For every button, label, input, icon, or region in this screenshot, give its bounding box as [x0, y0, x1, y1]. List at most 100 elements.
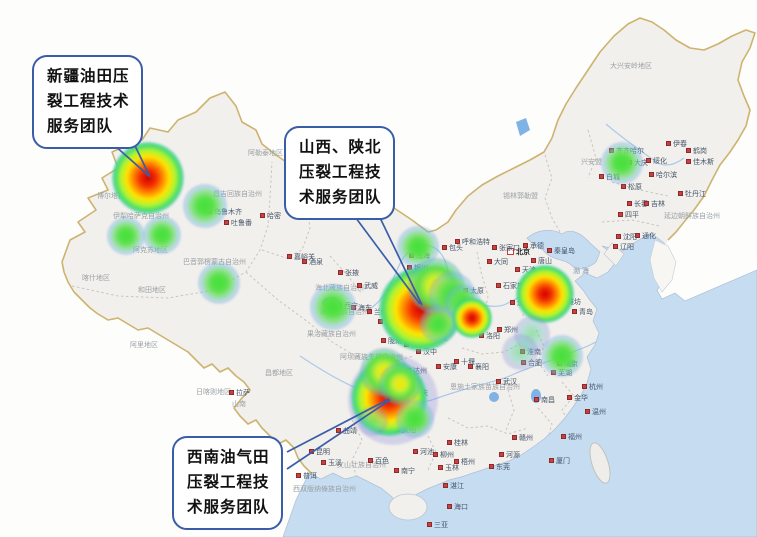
- map-label-text: 果洛藏族自治州: [307, 330, 356, 338]
- map-label-text: 呼和浩特: [462, 238, 490, 246]
- map-label-text: 酒泉: [309, 258, 323, 266]
- capital-marker: 北京: [507, 243, 530, 261]
- city-dot-icon: [302, 259, 307, 265]
- city-marker: 酒泉: [302, 253, 323, 271]
- callout-line: 西南油气田: [187, 449, 270, 466]
- map-label-text: 大同: [494, 258, 508, 266]
- city-marker: 六盘水: [378, 421, 406, 439]
- city-dot-icon: [497, 327, 502, 333]
- city-dot-icon: [551, 370, 556, 376]
- city-dot-icon: [443, 483, 448, 489]
- city-marker: 哈尔滨: [649, 166, 677, 184]
- city-marker: 张家口: [492, 239, 520, 257]
- map-label-text: 潍坊: [567, 298, 581, 306]
- map-label-text: 西安: [434, 334, 448, 342]
- city-dot-icon: [547, 248, 552, 254]
- map-label-text: 柳州: [440, 451, 454, 459]
- map-label-text: 承德: [530, 242, 544, 250]
- map-label-text: 和田地区: [138, 286, 166, 294]
- map-label-text: 南昌: [541, 396, 555, 404]
- map-label-text: 海口: [454, 503, 468, 511]
- map-label-text: 梧州: [461, 458, 475, 466]
- city-marker: 十堰: [454, 353, 475, 371]
- city-dot-icon: [499, 452, 504, 458]
- east-sea: [282, 232, 757, 537]
- map-label-text: 鹤岗: [693, 147, 707, 155]
- city-marker: 绥化: [646, 152, 667, 170]
- city-dot-icon: [635, 233, 640, 239]
- city-marker: 大庆: [627, 154, 648, 172]
- city-dot-icon: [468, 364, 473, 370]
- city-dot-icon: [379, 361, 384, 367]
- city-dot-icon: [260, 213, 265, 219]
- map-label-text: 张掖: [345, 269, 359, 277]
- city-marker: 百色: [368, 452, 389, 470]
- city-dot-icon: [585, 409, 590, 415]
- city-marker: 杭州: [582, 378, 603, 396]
- city-dot-icon: [416, 349, 421, 355]
- map-label-text: 中卫: [395, 288, 409, 296]
- city-marker: 吉林: [644, 195, 665, 213]
- map-label-text: 昌都地区: [265, 369, 293, 377]
- city-dot-icon: [357, 283, 362, 289]
- city-dot-icon: [489, 464, 494, 470]
- city-dot-icon: [454, 359, 459, 365]
- city-marker: 普洱: [296, 467, 317, 485]
- map-label-text: 百色: [375, 457, 389, 465]
- map-label-text: 山南: [232, 400, 246, 408]
- city-marker: 大同: [487, 253, 508, 271]
- map-label-text: 伊春: [673, 140, 687, 148]
- korea-peninsula: [649, 239, 677, 293]
- callout-line: 服务团队: [47, 118, 114, 135]
- map-label-text: 牡丹江: [685, 190, 706, 198]
- city-dot-icon: [367, 309, 372, 315]
- map-label-text: 延边朝鲜族自治州: [664, 212, 720, 220]
- map-label-text: 武汉: [503, 378, 517, 386]
- city-dot-icon: [463, 288, 468, 294]
- map-label-text: 淮南: [527, 348, 541, 356]
- city-dot-icon: [433, 452, 438, 458]
- city-dot-icon: [599, 174, 604, 180]
- map-label-text: 乌海: [416, 252, 430, 260]
- map-label-text: 湛江: [450, 482, 464, 490]
- city-marker: 牡丹江: [678, 185, 706, 203]
- city-marker: 湛江: [443, 477, 464, 495]
- map-label-text: 武威: [364, 282, 378, 290]
- city-dot-icon: [337, 303, 342, 309]
- region-label: 巴音郭楞蒙古自治州: [183, 253, 246, 271]
- city-dot-icon: [336, 428, 341, 434]
- city-marker: 呼和浩特: [455, 233, 490, 251]
- map-label-text: 阿里地区: [130, 341, 158, 349]
- city-marker: 石家庄: [496, 277, 524, 295]
- city-marker: 秦皇岛: [547, 242, 575, 260]
- map-label-text: 张家口: [499, 244, 520, 252]
- city-marker: 武威: [357, 277, 378, 295]
- city-dot-icon: [613, 244, 618, 250]
- city-marker: 西安: [427, 329, 448, 347]
- city-marker: 河池: [413, 443, 434, 461]
- city-dot-icon: [512, 435, 517, 441]
- map-label-text: 锡林郭勒盟: [503, 192, 538, 200]
- city-dot-icon: [567, 395, 572, 401]
- city-dot-icon: [388, 289, 393, 295]
- map-label-text: 西双版纳傣族自治州: [293, 485, 356, 493]
- map-label-text: 阿克苏地区: [133, 246, 168, 254]
- city-dot-icon: [229, 390, 234, 396]
- map-label-text: 定西: [385, 318, 399, 326]
- map-label-text: 包头: [449, 244, 463, 252]
- city-dot-icon: [409, 253, 414, 259]
- city-dot-icon: [447, 440, 452, 446]
- city-dot-icon: [621, 184, 626, 190]
- city-marker: 桂林: [447, 434, 468, 452]
- city-dot-icon: [407, 265, 412, 271]
- city-dot-icon: [436, 364, 441, 370]
- map-label-text: 吉林: [651, 200, 665, 208]
- map-label-text: 青岛: [579, 308, 593, 316]
- city-dot-icon: [649, 172, 654, 178]
- map-label-text: 玉林: [445, 464, 459, 472]
- region-label: 恩施土家族苗族自治州: [450, 378, 520, 396]
- city-dot-icon: [560, 299, 565, 305]
- city-dot-icon: [666, 141, 671, 147]
- callout-xinjiang-team: 新疆油田压 裂工程技术 服务团队: [32, 55, 143, 149]
- region-label: 昌吉回族自治州: [213, 185, 262, 203]
